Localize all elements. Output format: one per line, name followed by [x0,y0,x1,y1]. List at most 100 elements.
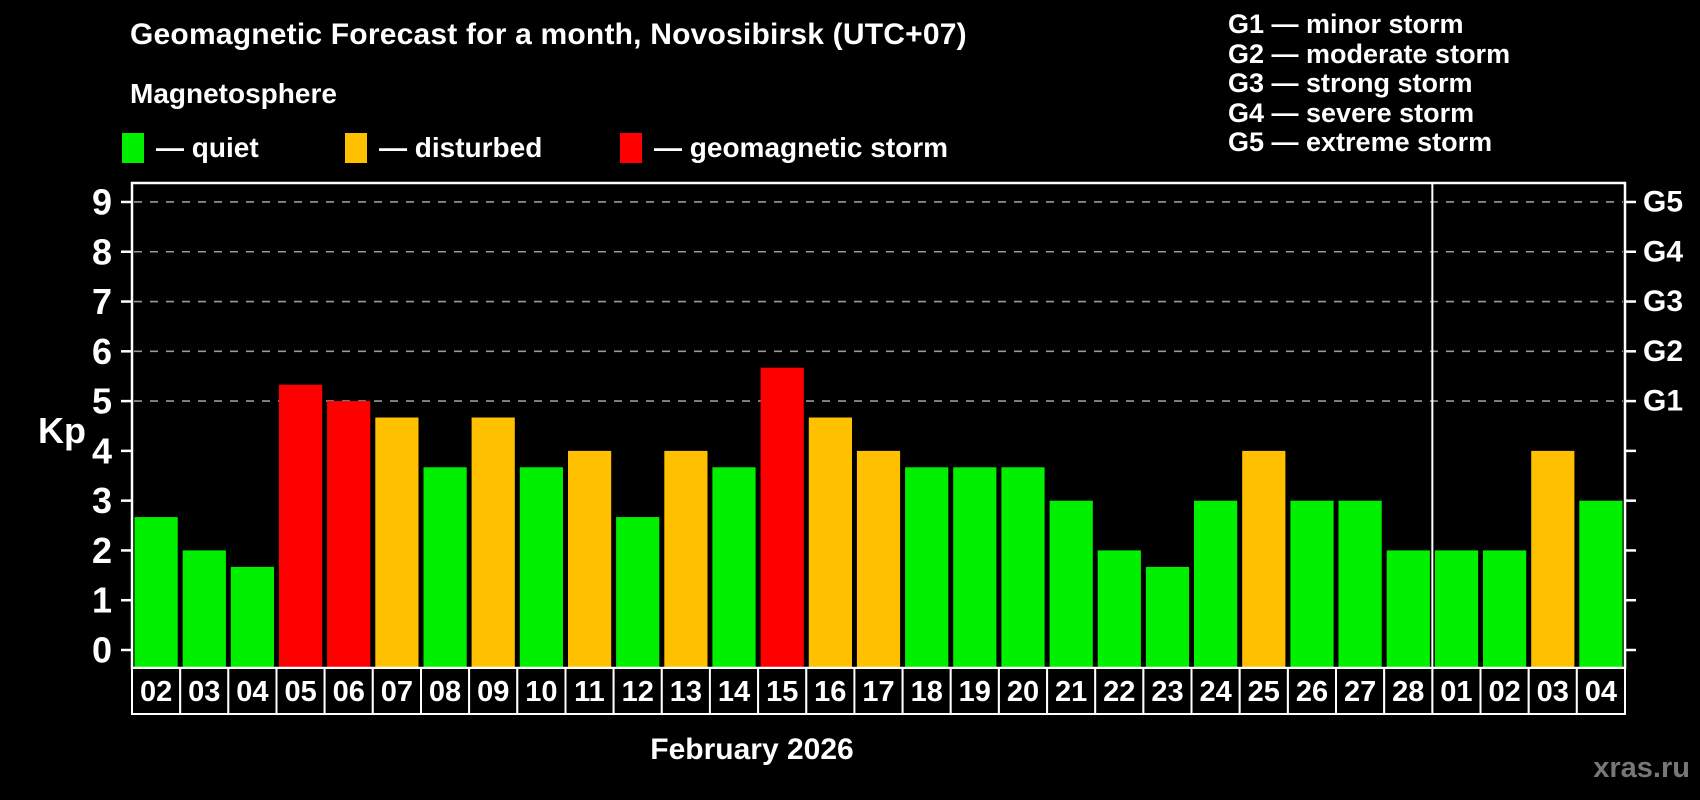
date-label-16: 16 [814,676,846,708]
date-cell-24 [1190,667,1241,715]
date-label-18: 18 [911,676,943,708]
kp-bar-03 [1531,450,1575,667]
kp-bar-17 [856,450,901,667]
date-label-04: 04 [236,676,268,708]
kp-bar-07 [375,417,419,667]
storm-scale-g3: G3 — strong storm [1228,68,1473,98]
y-tick-label-0: 0 [92,630,112,671]
storm-label: — geomagnetic storm [654,132,949,163]
kp-bar-25 [1242,450,1286,667]
kp-bar-15 [760,367,804,667]
kp-bar-21 [1049,500,1093,667]
page-title: Geomagnetic Forecast for a month, Novosi… [130,18,967,51]
legend-item-disturbed: — disturbed [345,132,543,163]
date-label-07: 07 [381,676,413,708]
date-cell-06 [323,667,374,715]
date-label-15: 15 [766,676,798,708]
kp-bar-08 [423,467,467,667]
date-cell-10 [516,667,567,715]
storm-scale-g1: G1 — minor storm [1228,9,1464,39]
kp-bar-13 [664,450,708,667]
date-label-01: 01 [1440,676,1472,708]
kp-bar-09 [471,417,515,667]
y-tick-label-8: 8 [92,231,112,272]
kp-bar-20 [1001,467,1045,667]
y-tick-label-6: 6 [92,331,112,372]
kp-bar-02 [134,517,178,667]
y-tick-label-9: 9 [92,181,112,222]
kp-bar-26 [1290,500,1334,667]
date-label-22: 22 [1103,676,1135,708]
date-label-24: 24 [1199,676,1231,708]
kp-bar-19 [953,467,997,667]
date-cell-18 [901,667,952,715]
storm-scale-legend: G1 — minor storm G2 — moderate storm G3 … [1228,9,1511,158]
disturbed-color-swatch [345,133,367,163]
kp-bar-03 [182,550,226,667]
date-cell-04 [1575,667,1627,715]
y-tick-label-2: 2 [92,530,112,571]
y-tick-label-5: 5 [92,381,112,422]
magnetosphere-label: Magnetosphere [130,78,337,109]
right-axis-label-g1: G1 [1643,385,1683,418]
date-cell-12 [612,667,663,715]
kp-bar-06 [327,401,371,667]
kp-bar-23 [1145,566,1190,667]
date-label-06: 06 [333,676,365,708]
storm-color-swatch [620,133,642,163]
right-axis-label-g5: G5 [1643,185,1683,218]
date-cell-17 [853,667,904,715]
date-cell-03 [1527,667,1578,715]
right-axis-label-g2: G2 [1643,335,1683,368]
date-label-20: 20 [1007,676,1039,708]
date-label-26: 26 [1296,676,1328,708]
legend-item-storm: — geomagnetic storm [620,132,949,163]
storm-scale-g2: G2 — moderate storm [1228,38,1511,69]
date-cell-27 [1335,667,1386,715]
kp-bar-18 [905,467,949,667]
right-axis-label-g3: G3 [1643,285,1683,318]
date-label-21: 21 [1055,676,1087,708]
date-label-23: 23 [1151,676,1183,708]
date-label-04: 04 [1585,676,1617,708]
date-cell-26 [1286,667,1338,715]
date-label-11: 11 [574,676,605,708]
date-label-12: 12 [622,676,654,708]
date-label-25: 25 [1248,676,1280,708]
y-tick-label-4: 4 [92,430,112,471]
storm-scale-g5: G5 — extreme storm [1228,127,1493,157]
date-label-14: 14 [718,676,750,708]
kp-bar-16 [808,417,852,667]
kp-bar-05 [279,384,323,667]
watermark: xras.ru [1593,752,1690,784]
right-axis-label-g4: G4 [1643,235,1683,268]
kp-bar-04 [230,566,274,667]
date-label-17: 17 [862,676,894,708]
kp-bar-04 [1579,500,1623,667]
kp-bar-01 [1434,550,1479,667]
kp-bar-28 [1386,550,1430,667]
date-cell-13 [660,667,711,715]
date-label-03: 03 [1537,676,1569,708]
date-cell-25 [1238,667,1289,715]
date-label-13: 13 [670,676,702,708]
disturbed-label: — disturbed [379,132,543,163]
date-cell-01 [1431,667,1482,715]
date-label-27: 27 [1344,676,1376,708]
date-cell-09 [468,667,519,715]
kp-bar-27 [1338,500,1382,667]
storm-scale-g4: G4 — severe storm [1228,97,1475,128]
quiet-color-swatch [122,133,144,163]
quiet-label: — quiet [156,132,259,163]
kp-bar-10 [519,467,563,667]
date-label-03: 03 [188,676,220,708]
y-tick-label-7: 7 [92,281,112,322]
kp-bar-24 [1194,500,1238,667]
y-tick-label-3: 3 [92,480,112,521]
date-label-02: 02 [1488,676,1520,708]
date-label-02: 02 [140,676,172,708]
date-label-08: 08 [429,676,461,708]
date-label-28: 28 [1392,676,1424,708]
